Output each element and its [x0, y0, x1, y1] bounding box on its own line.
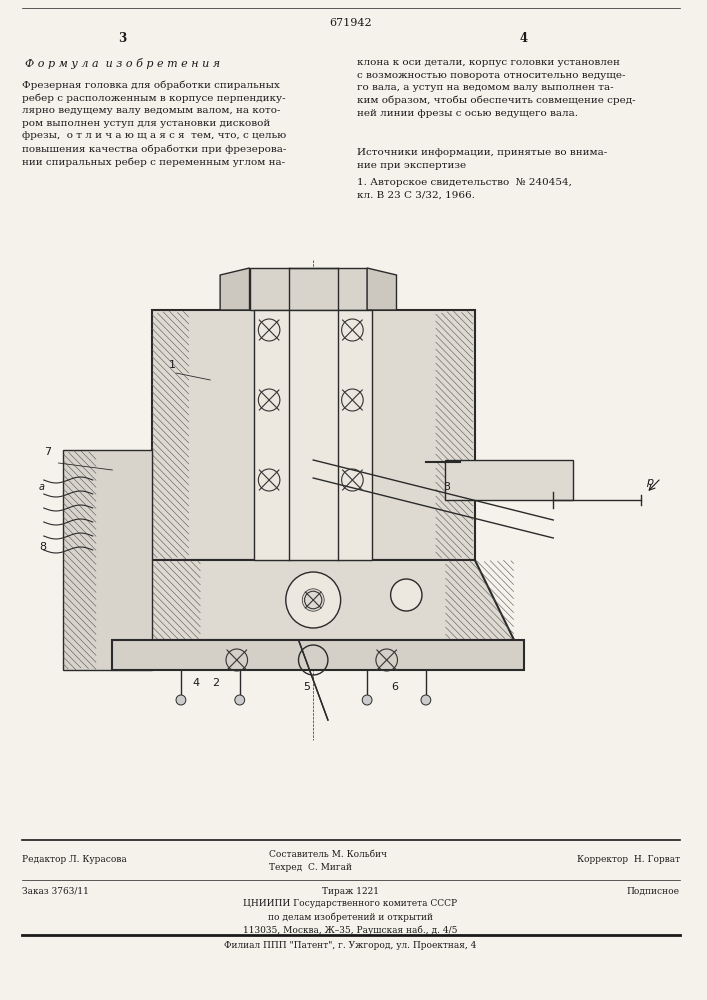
Text: a: a [39, 482, 45, 492]
Text: Заказ 3763/11: Заказ 3763/11 [22, 887, 89, 896]
Circle shape [176, 695, 186, 705]
Text: р: р [646, 477, 653, 487]
Bar [151, 310, 475, 560]
Text: Источники информации, принятые во внима-
ние при экспертизе: Источники информации, принятые во внима-… [357, 148, 607, 169]
Bar [64, 450, 151, 670]
Text: Редактор Л. Курасова: Редактор Л. Курасова [22, 855, 127, 864]
Text: 2: 2 [212, 678, 219, 688]
Text: Ф о р м у л а  и з о б р е т е н и я: Ф о р м у л а и з о б р е т е н и я [25, 58, 220, 69]
Text: 3: 3 [443, 482, 450, 492]
Bar [112, 640, 524, 670]
Text: Фрезерная головка для обработки спиральных
ребер с расположенным в корпусе перпе: Фрезерная головка для обработки спиральн… [22, 80, 286, 167]
Polygon shape [367, 268, 397, 310]
Text: Корректор  Н. Горват: Корректор Н. Горват [576, 855, 679, 864]
Text: 6: 6 [392, 682, 399, 692]
Polygon shape [220, 268, 250, 310]
Text: 1: 1 [169, 360, 176, 370]
Circle shape [302, 589, 325, 611]
Circle shape [286, 572, 341, 628]
Text: 3: 3 [118, 32, 127, 45]
Circle shape [421, 695, 431, 705]
Text: 4: 4 [520, 32, 528, 45]
Text: Тираж 1221
ЦНИИПИ Государственного комитета СССР
по делам изобретений и открытий: Тираж 1221 ЦНИИПИ Государственного комит… [243, 887, 457, 935]
Bar [250, 268, 367, 310]
Bar [445, 460, 573, 500]
Text: 4: 4 [193, 678, 200, 688]
Text: 671942: 671942 [329, 18, 372, 28]
Text: Подписное: Подписное [626, 887, 679, 896]
Text: Техред  С. Мигай: Техред С. Мигай [269, 863, 352, 872]
Text: 8: 8 [39, 542, 46, 552]
Text: Филиал ППП "Патент", г. Ужгород, ул. Проектная, 4: Филиал ППП "Патент", г. Ужгород, ул. Про… [224, 941, 477, 950]
Bar [255, 310, 372, 560]
Text: 5: 5 [303, 682, 310, 692]
Circle shape [362, 695, 372, 705]
Text: 7: 7 [44, 447, 51, 457]
Text: Составитель М. Кольбич: Составитель М. Кольбич [269, 850, 387, 859]
Polygon shape [122, 560, 514, 640]
Circle shape [390, 579, 422, 611]
Text: 1. Авторское свидетельство  № 240454,
кл. В 23 С 3/32, 1966.: 1. Авторское свидетельство № 240454, кл.… [357, 178, 572, 200]
Circle shape [235, 695, 245, 705]
Text: клона к оси детали, корпус головки установлен
с возможностью поворота относитель: клона к оси детали, корпус головки устан… [357, 58, 636, 118]
